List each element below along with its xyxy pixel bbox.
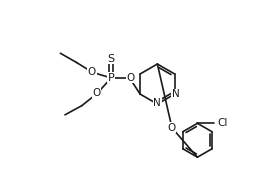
Text: Cl: Cl [217, 118, 228, 128]
Text: P: P [108, 73, 114, 83]
Text: S: S [108, 54, 115, 64]
Text: O: O [88, 68, 96, 77]
Text: N: N [154, 98, 161, 108]
Text: O: O [92, 88, 101, 98]
Text: O: O [126, 73, 135, 83]
Text: O: O [167, 123, 175, 133]
Text: N: N [172, 89, 179, 99]
